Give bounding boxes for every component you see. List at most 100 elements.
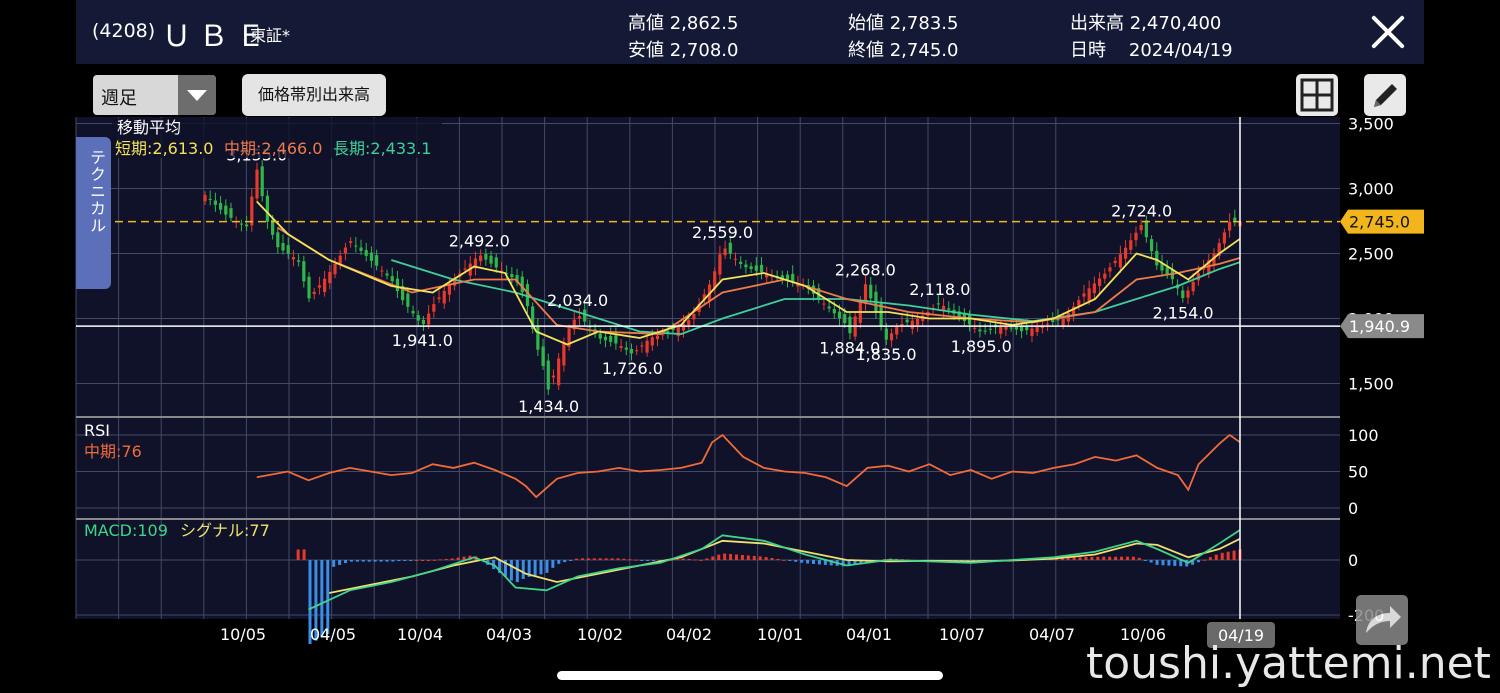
macd-bar bbox=[533, 560, 537, 576]
candle-body bbox=[546, 360, 550, 390]
macd-bar bbox=[1114, 556, 1118, 560]
macd-bar bbox=[847, 560, 851, 567]
macd-bar bbox=[1108, 556, 1112, 560]
macd-bar bbox=[344, 560, 348, 564]
macd-bar bbox=[521, 560, 525, 579]
candle-body bbox=[827, 306, 831, 309]
candle-body bbox=[1103, 273, 1107, 279]
candle-body bbox=[447, 284, 452, 295]
short-ma-legend: 短期:2,613.0 bbox=[115, 139, 213, 158]
x-axis-label: 04/01 bbox=[846, 625, 892, 644]
candle-body bbox=[889, 333, 894, 341]
candle-body bbox=[224, 205, 228, 215]
pencil-icon bbox=[1374, 84, 1397, 107]
draw-button[interactable] bbox=[1364, 74, 1406, 116]
macd-bar bbox=[302, 549, 306, 560]
macd-bar bbox=[806, 560, 810, 564]
ref-tag-bg bbox=[1340, 314, 1424, 339]
candle-body bbox=[463, 268, 467, 270]
macd-bar bbox=[426, 560, 430, 561]
macd-bar bbox=[675, 558, 679, 560]
candle-body bbox=[973, 327, 977, 329]
price-annotation: 2,154.0 bbox=[1153, 303, 1214, 322]
long-ma-legend: 長期:2,433.1 bbox=[333, 139, 431, 158]
candle-body bbox=[286, 245, 290, 254]
macd-bar bbox=[580, 558, 584, 560]
macd-bar bbox=[421, 560, 425, 561]
volume-by-price-button[interactable]: 価格帯別出来高 bbox=[242, 74, 386, 116]
macd-bar bbox=[1197, 560, 1201, 563]
macd-bar bbox=[1060, 558, 1064, 560]
home-indicator[interactable] bbox=[557, 671, 943, 680]
stat-volume: 出来高 2,470,400 bbox=[1070, 13, 1222, 34]
macd-axis-label: 0 bbox=[1348, 551, 1358, 570]
macd-bar bbox=[1214, 554, 1218, 560]
candle-body bbox=[1160, 262, 1164, 271]
price-annotation: 2,492.0 bbox=[449, 232, 510, 251]
candle-body bbox=[957, 311, 961, 318]
price-axis-label: 3,000 bbox=[1348, 180, 1394, 199]
macd-bar bbox=[379, 560, 383, 562]
macd-bar bbox=[687, 558, 691, 560]
candle-body bbox=[713, 271, 717, 289]
signal-line bbox=[329, 537, 1241, 594]
technical-tab[interactable]: テクニカル bbox=[76, 137, 111, 289]
candle-body bbox=[915, 319, 920, 325]
x-axis-label: 10/06 bbox=[1120, 625, 1166, 644]
candle-body bbox=[1139, 225, 1143, 231]
macd-bar bbox=[646, 560, 650, 561]
share-button[interactable] bbox=[1356, 595, 1408, 645]
candle-body bbox=[401, 286, 405, 301]
price-axis-label: 3,500 bbox=[1348, 115, 1394, 134]
stat-low: 安値 2,708.0 bbox=[628, 40, 739, 61]
candle-body bbox=[1077, 300, 1081, 306]
macd-bar bbox=[367, 560, 371, 562]
candle-body bbox=[323, 278, 327, 293]
candle-body bbox=[375, 255, 379, 266]
candle-body bbox=[557, 358, 561, 386]
price-annotation: 2,118.0 bbox=[909, 280, 970, 299]
candle-body bbox=[515, 275, 519, 283]
candle-body bbox=[837, 311, 842, 319]
share-icon bbox=[1366, 606, 1401, 633]
candle-body bbox=[1004, 326, 1008, 330]
candle-body bbox=[983, 330, 987, 332]
macd-bar bbox=[616, 558, 620, 560]
candle-body bbox=[1113, 260, 1117, 264]
macd-bar bbox=[456, 557, 460, 560]
candle-body bbox=[723, 248, 727, 256]
candle-body bbox=[551, 375, 556, 378]
candle-body bbox=[1149, 239, 1154, 252]
x-axis-label: 10/07 bbox=[939, 625, 985, 644]
candle-body bbox=[245, 224, 249, 227]
candle-body bbox=[843, 314, 847, 324]
price-annotation: 1,941.0 bbox=[392, 331, 453, 350]
macd-bar bbox=[1167, 560, 1171, 566]
candle-body bbox=[905, 319, 909, 323]
macd-bar bbox=[332, 560, 336, 567]
candle-body bbox=[765, 273, 769, 278]
macd-bar bbox=[409, 560, 413, 561]
grid-lines bbox=[75, 117, 1340, 619]
candle-body bbox=[307, 276, 311, 299]
macd-bar bbox=[1125, 556, 1129, 560]
candle-body bbox=[759, 264, 764, 273]
candle-body bbox=[780, 275, 784, 279]
candle-body bbox=[791, 273, 795, 283]
period-select[interactable]: 週足 bbox=[93, 75, 216, 115]
candle-body bbox=[676, 326, 680, 337]
candle-body bbox=[619, 345, 623, 348]
price-annotation: 1,884.0 bbox=[819, 339, 880, 358]
macd-bar bbox=[776, 558, 780, 560]
chart-area[interactable] bbox=[76, 117, 1340, 619]
macd-bar bbox=[403, 560, 407, 561]
candle-body bbox=[395, 278, 400, 292]
candle-body bbox=[702, 294, 706, 300]
stock-code: (4208) bbox=[92, 20, 156, 42]
macd-bar bbox=[770, 557, 774, 560]
candle-body bbox=[572, 319, 576, 330]
signal-legend: シグナル:77 bbox=[180, 521, 270, 540]
layout-grid-button[interactable] bbox=[1296, 74, 1338, 116]
candle-body bbox=[349, 241, 353, 243]
candle-body bbox=[661, 334, 665, 336]
